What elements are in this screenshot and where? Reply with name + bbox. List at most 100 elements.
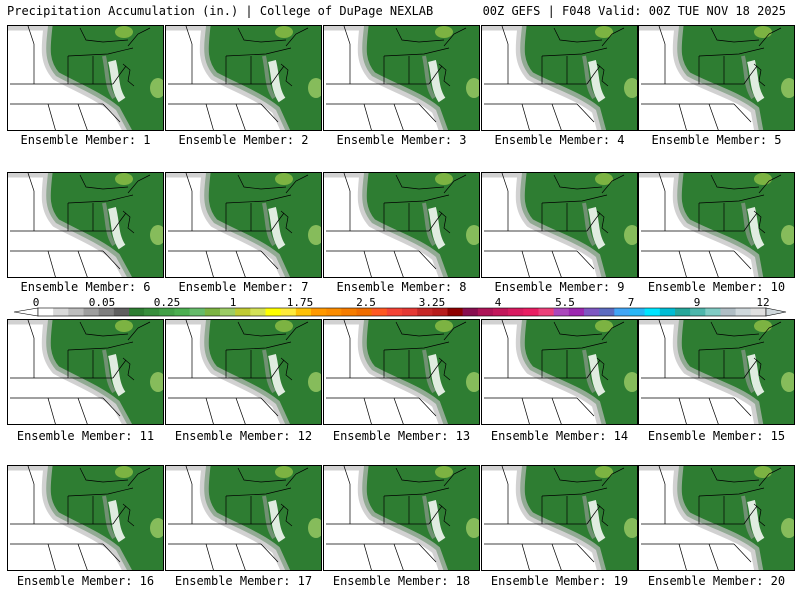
colorbar-swatch xyxy=(432,308,448,316)
ensemble-member-caption: Ensemble Member: 2 xyxy=(178,133,309,147)
colorbar-swatch xyxy=(235,308,251,316)
colorbar-swatch xyxy=(159,308,175,316)
precip-map xyxy=(482,173,637,277)
precip-map xyxy=(324,26,479,130)
colorbar-swatch xyxy=(584,308,600,316)
ensemble-member-caption: Ensemble Member: 11 xyxy=(16,429,155,443)
precip-map xyxy=(639,320,794,424)
colorbar-swatch xyxy=(447,308,463,316)
colorbar-swatch xyxy=(129,308,145,316)
colorbar-swatch xyxy=(644,308,661,316)
precip-map xyxy=(639,466,794,570)
colorbar-svg xyxy=(13,307,787,317)
precip-map xyxy=(639,26,794,130)
precip-map xyxy=(166,320,321,424)
colorbar-swatch xyxy=(250,308,266,316)
colorbar-swatch xyxy=(113,308,130,316)
colorbar-swatch xyxy=(220,308,236,316)
colorbar-swatch xyxy=(720,308,736,316)
ensemble-member-panel xyxy=(638,465,795,571)
ensemble-member-caption: Ensemble Member: 20 xyxy=(647,574,786,588)
colorbar-swatch xyxy=(735,308,752,316)
ensemble-member-caption: Ensemble Member: 6 xyxy=(20,280,151,294)
ensemble-member-panel xyxy=(7,319,164,425)
precip-map xyxy=(8,466,163,570)
colorbar-swatch xyxy=(341,308,357,316)
ensemble-member-panel xyxy=(638,172,795,278)
colorbar-tick-label: 4 xyxy=(494,296,502,309)
ensemble-member-panel xyxy=(7,172,164,278)
ensemble-member-caption: Ensemble Member: 1 xyxy=(20,133,151,147)
colorbar-swatch xyxy=(568,308,585,316)
colorbar-swatch xyxy=(174,308,190,316)
ensemble-member-caption: Ensemble Member: 13 xyxy=(332,429,471,443)
colorbar-swatch xyxy=(417,308,433,316)
colorbar-swatch xyxy=(538,308,554,316)
ensemble-member-panel xyxy=(638,25,795,131)
colorbar-swatch xyxy=(311,308,327,316)
colorbar-tick-label: 3.25 xyxy=(418,296,446,309)
ensemble-member-panel xyxy=(323,465,480,571)
ensemble-member-caption: Ensemble Member: 19 xyxy=(490,574,629,588)
ensemble-member-panel xyxy=(165,319,322,425)
colorbar-swatch xyxy=(477,308,494,316)
ensemble-member-panel xyxy=(323,25,480,131)
precip-map xyxy=(324,320,479,424)
colorbar-swatch xyxy=(68,308,84,316)
ensemble-member-panel xyxy=(481,172,638,278)
colorbar-swatch xyxy=(599,308,615,316)
colorbar-swatch xyxy=(98,308,115,316)
precip-map xyxy=(482,320,637,424)
colorbar-swatch xyxy=(356,308,372,316)
colorbar-swatch xyxy=(386,308,403,316)
colorbar-swatch xyxy=(371,308,388,316)
ensemble-member-caption: Ensemble Member: 4 xyxy=(494,133,625,147)
ensemble-member-panel xyxy=(7,465,164,571)
colorbar-swatch xyxy=(402,308,418,316)
ensemble-member-caption: Ensemble Member: 18 xyxy=(332,574,471,588)
ensemble-member-panel xyxy=(323,319,480,425)
colorbar-right-arrow xyxy=(765,307,787,317)
precip-map xyxy=(166,466,321,570)
colorbar-left-arrow xyxy=(13,307,39,317)
colorbar-swatch xyxy=(629,308,645,316)
ensemble-member-panel xyxy=(323,172,480,278)
colorbar-swatch xyxy=(675,308,691,316)
ensemble-member-caption: Ensemble Member: 9 xyxy=(494,280,625,294)
ensemble-member-panel xyxy=(7,25,164,131)
precip-map xyxy=(8,320,163,424)
colorbar-swatch xyxy=(705,308,721,316)
colorbar-tick-label: 12 xyxy=(756,296,770,309)
ensemble-member-caption: Ensemble Member: 12 xyxy=(174,429,313,443)
colorbar-tick-label: 1.75 xyxy=(286,296,314,309)
colorbar-swatch xyxy=(265,308,281,316)
precip-map xyxy=(482,26,637,130)
ensemble-member-caption: Ensemble Member: 7 xyxy=(178,280,309,294)
precip-map xyxy=(639,173,794,277)
ensemble-member-caption: Ensemble Member: 16 xyxy=(16,574,155,588)
ensemble-member-panel xyxy=(481,25,638,131)
colorbar-swatch xyxy=(280,308,297,316)
colorbar-swatch xyxy=(690,308,706,316)
colorbar-tick-label: 2.5 xyxy=(356,296,376,309)
precip-map xyxy=(8,26,163,130)
colorbar-swatch xyxy=(614,308,630,316)
precip-colorbar: 0 0.05 0.25 1 1.75 2.5 3.25 4 5.5 7 9 12 xyxy=(0,296,800,320)
ensemble-member-caption: Ensemble Member: 17 xyxy=(174,574,313,588)
colorbar-swatch xyxy=(295,308,312,316)
colorbar-tick-label: 0.05 xyxy=(88,296,116,309)
precip-map xyxy=(324,466,479,570)
colorbar-swatch xyxy=(462,308,479,316)
colorbar-swatch xyxy=(144,308,160,316)
colorbar-swatch xyxy=(523,308,539,316)
ensemble-member-panel xyxy=(638,319,795,425)
ensemble-member-caption: Ensemble Member: 15 xyxy=(647,429,786,443)
precip-map xyxy=(482,466,637,570)
colorbar-tick-label: 0.25 xyxy=(153,296,181,309)
colorbar-swatch xyxy=(493,308,509,316)
colorbar-swatch xyxy=(508,308,524,316)
ensemble-member-caption: Ensemble Member: 8 xyxy=(336,280,467,294)
colorbar-swatch xyxy=(553,308,570,316)
ensemble-member-caption: Ensemble Member: 10 xyxy=(647,280,786,294)
header-valid-time: 00Z GEFS | F048 Valid: 00Z TUE NOV 18 20… xyxy=(482,4,786,18)
